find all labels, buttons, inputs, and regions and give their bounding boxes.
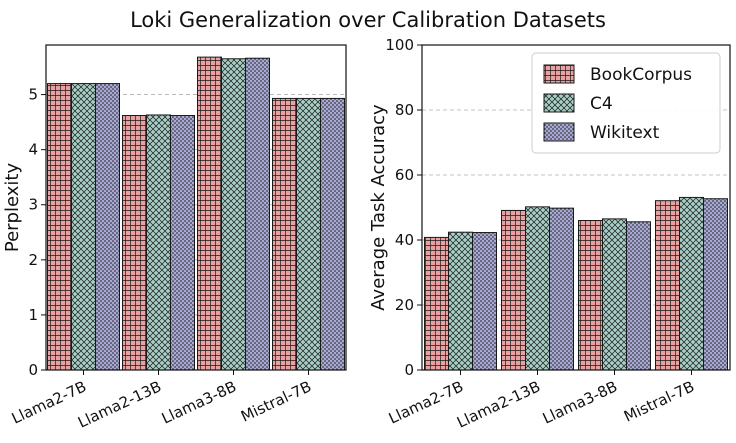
bar-wikitext-mistral-7b [320,97,345,371]
legend-swatch-bookcorpus [543,64,575,84]
bar-c4-llama3-8b [221,58,246,371]
legend-swatch-wikitext [543,122,575,142]
bar-bookcorpus-llama2-7b [424,236,449,371]
x-tick-label: Llama2-13B [454,377,543,431]
y-tick-label: 20 [395,296,414,314]
bar-wikitext-llama2-13b [170,115,195,371]
x-tick-label: Llama2-13B [75,377,164,431]
bar-c4-mistral-7b [296,97,321,371]
bar-wikitext-llama2-7b [472,232,497,371]
y-tick-label: 60 [395,166,414,184]
y-tick-label: 0 [28,361,38,379]
legend-swatch-c4 [543,93,575,113]
x-tick-label: Llama2-7B [386,377,466,427]
bar-c4-mistral-7b [679,196,704,371]
bar-wikitext-llama3-8b [245,57,270,371]
bar-bookcorpus-llama2-7b [47,83,72,371]
legend: BookCorpus C4 Wikitext [531,52,721,154]
y-tick-label: 1 [28,306,38,324]
bar-bookcorpus-mistral-7b [655,200,680,371]
bar-wikitext-llama3-8b [626,221,651,371]
y-tick-label: 5 [28,86,38,104]
bar-bookcorpus-llama2-13b [501,209,526,371]
bar-c4-llama3-8b [602,218,627,371]
y-axis-label: Average Task Accuracy [368,104,389,311]
legend-box [531,52,721,154]
y-tick-label: 80 [395,101,414,119]
legend-label-c4: C4 [590,94,613,114]
y-tick-label: 40 [395,231,414,249]
y-tick-label: 2 [28,251,38,269]
bar-wikitext-llama2-7b [95,83,120,371]
bar-c4-llama2-7b [71,83,96,371]
x-tick-label: Mistral-7B [238,377,314,425]
y-tick-label: 4 [28,141,38,159]
bar-bookcorpus-mistral-7b [272,97,297,371]
legend-label-wikitext: Wikitext [590,123,660,143]
bar-c4-llama2-13b [146,114,171,371]
bar-bookcorpus-llama2-13b [122,115,147,371]
axes-frame [45,44,347,371]
bar-wikitext-mistral-7b [703,198,728,371]
bar-bookcorpus-llama3-8b [578,220,603,371]
y-tick-label: 100 [385,36,414,54]
perplexity-panel: 012345Llama2-7BLlama2-13BLlama3-8BMistra… [2,44,347,432]
x-tick-label: Llama3-8B [159,377,239,427]
x-tick-label: Mistral-7B [621,377,697,425]
x-tick-label: Llama3-8B [540,377,620,427]
axes-frame [421,44,731,371]
y-axis-label: Perplexity [2,163,23,253]
bar-wikitext-llama2-13b [549,207,574,371]
bar-c4-llama2-13b [525,206,550,371]
bar-bookcorpus-llama3-8b [197,56,222,371]
chart-title: Loki Generalization over Calibration Dat… [130,8,606,32]
bar-c4-llama2-7b [448,231,473,371]
y-tick-label: 0 [404,361,414,379]
legend-label-bookcorpus: BookCorpus [590,65,692,85]
y-tick-label: 3 [28,196,38,214]
